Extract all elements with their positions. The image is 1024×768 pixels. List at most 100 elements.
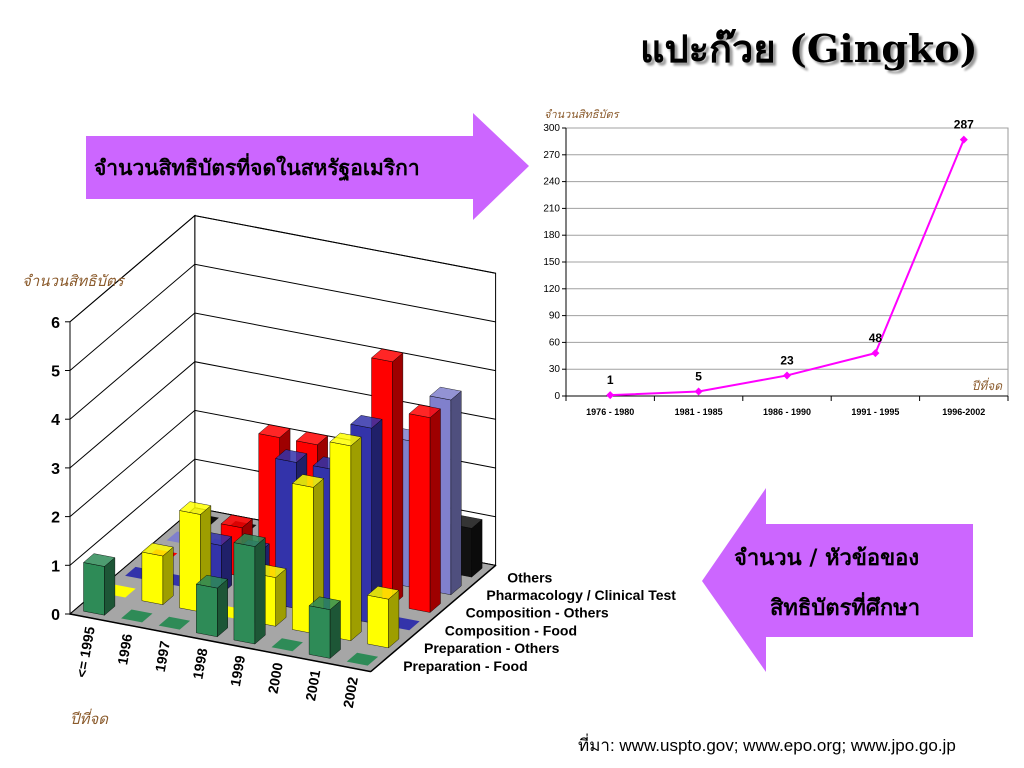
bar3d-bar-side [429,408,441,613]
arrow-right-label: จำนวนสิทธิบัตรที่จดในสหรัฐอเมริกา [94,156,420,180]
line-point [606,391,615,400]
bar3d-bar-side [471,519,483,578]
bar3d-bar-side [392,352,404,606]
line-data-label: 48 [869,331,883,345]
line-x-tick-label: 1981 - 1985 [675,407,723,417]
bar3d-bar-side [254,537,266,645]
line-y-tick-label: 150 [543,257,560,268]
source-note: ที่มา: www.uspto.gov; www.epo.org; www.j… [578,736,956,755]
bar3d-bar-top [258,424,291,438]
bar3d-bar-top [179,501,212,515]
bar3d-y-tick-label: 4 [51,412,60,429]
bar3d-x-axis-label: ปีที่จด [70,708,109,728]
bar3d-x-tick-label: 2002 [340,676,361,710]
line-chart: 0 30 60 90 120 150 180 210 240 270 300 1976 - 1980 1… [543,108,1009,417]
bar3d-chart: 0 1 2 3 4 5 6 <= 1995 1996 1997 1998 1999 2000 2001 20… [22,214,676,728]
bar3d-bar-front [196,583,218,638]
bar3d-bar-top [295,431,329,446]
bar3d-x-tick-label: 2000 [265,661,286,695]
bar3d-x-axis [69,613,371,673]
line-x-tick-label: 1991 - 1995 [851,407,899,417]
line-y-tick-label: 270 [543,150,560,161]
line-y-tick-label: 0 [554,391,560,402]
bar3d-bar-front [367,594,389,649]
bar3d-series-label: Composition - Others [466,605,609,621]
bar3d-bar-top [291,474,325,488]
line-point [959,135,968,144]
bar3d-x-tick-label: 1998 [189,647,210,681]
line-y-axis-label: จำนวนสิทธิบัตร [544,108,621,121]
bar3d-bar-top [350,415,383,429]
bar3d-x-tick-label: <= 1995 [73,625,98,679]
bar3d-bar-top [429,386,462,401]
bar3d-zero-marker [271,638,303,652]
page-title: แปะก๊วย (Gingko) [640,26,978,71]
bar3d-bar-top [367,586,400,600]
bar3d-bar-top [308,596,341,610]
bar3d-bar-top [233,533,266,547]
bar3d-series-label: Preparation - Food [403,658,527,674]
line-y-tick-label: 240 [543,177,560,188]
bar3d-y-tick-label: 3 [51,461,60,478]
line-point [783,371,791,380]
arrow-right-shape [86,113,529,220]
line-y-tick-label: 210 [543,203,560,214]
bar3d-y-tick-label: 6 [51,315,60,332]
bar3d-series-label: Composition - Food [445,622,577,638]
bar3d-bar-side [350,436,362,642]
line-point [871,349,880,358]
bar3d-gridline [69,215,496,323]
bar3d-x-tick-label: 1999 [227,654,248,688]
line-y-tick-label: 90 [549,311,561,322]
bar3d-series-label: Preparation - Others [424,640,560,656]
bar3d-zero-marker [121,609,153,623]
line-y-tick-label: 180 [543,230,560,241]
bar3d-bar-side [104,557,116,616]
bar3d-bar-side [275,568,287,627]
bar3d-zero-marker [346,652,379,666]
bar3d-bar-side [450,390,462,596]
bar3d-bar-front [408,413,431,613]
bar3d-x-tick-label: 1997 [152,640,173,674]
line-y-tick-label: 300 [543,123,560,134]
bar3d-bar-top [195,574,229,589]
bar3d-series-label: Others [507,569,552,585]
bar3d-depth-axis [370,564,497,673]
bar3d-bar-side [217,578,228,638]
line-x-tick-label: 1986 - 1990 [763,407,811,417]
bar3d-bar-top [371,348,404,363]
bar3d-y-axis-label: จำนวนสิทธิบัตร [22,272,126,290]
bar3d-zero-marker [158,616,191,630]
line-data-label: 23 [780,353,794,367]
line-x-axis-label: ปีที่จด [972,377,1004,393]
arrow-left-label-line1: จำนวน / หัวข้อของ [734,546,920,571]
bar3d-x-tick-label: 2001 [302,668,323,702]
bar3d-bar-top [141,542,174,557]
arrow-left-label-line2: สิทธิบัตรที่ศึกษา [770,596,921,621]
bar3d-bar-front [141,551,164,605]
bar3d-bar-side [162,546,174,606]
bar3d-bar-front [83,562,105,616]
bar3d-y-tick-label: 5 [51,364,60,381]
bar3d-y-tick-label: 0 [51,607,60,624]
bar3d-bar-top [408,404,441,418]
line-y-tick-label: 30 [549,364,561,375]
bar3d-bar-front [233,542,256,645]
bar3d-bar-top [275,449,308,463]
line-data-label: 1 [607,373,614,387]
line-x-tick-label: 1996-2002 [942,407,985,417]
bar3d-bar-top [220,514,253,529]
bar3d-x-tick-label: 1996 [114,632,135,666]
bar3d-bar-front [308,605,331,659]
line-data-label: 287 [954,118,974,132]
bar3d-bar-side [329,600,341,659]
line-x-tick-label: 1976 - 1980 [586,407,634,417]
bar3d-series-label: Pharmacology / Clinical Test [486,587,676,603]
bar3d-bar-top [83,553,116,567]
arrow-left-shape [702,488,973,672]
bar3d-gridline [69,263,496,371]
line-point [694,387,703,396]
bar3d-y-tick-label: 1 [51,558,60,575]
line-data-label: 5 [695,370,702,384]
